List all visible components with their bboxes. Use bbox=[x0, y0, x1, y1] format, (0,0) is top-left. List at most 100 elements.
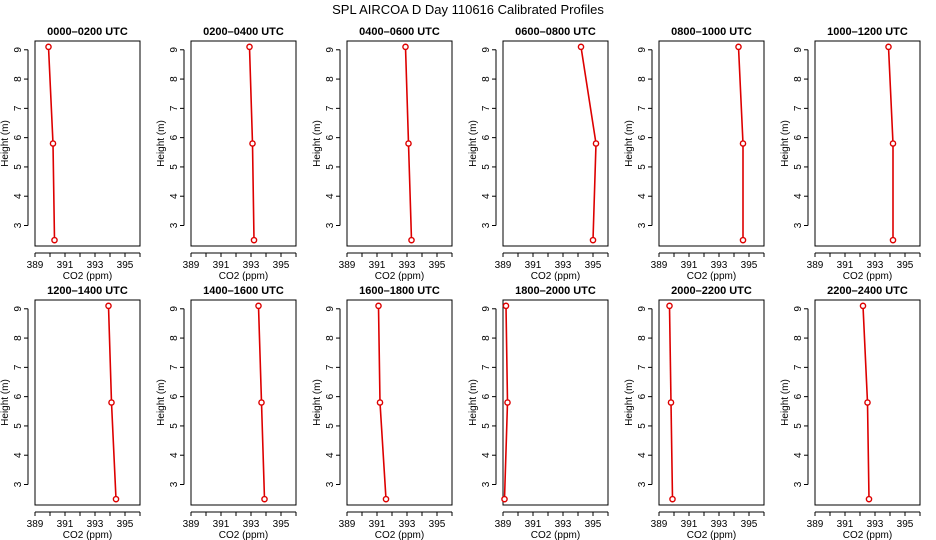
data-point bbox=[864, 399, 871, 406]
x-tick-label: 393 bbox=[87, 260, 104, 271]
panel-title: 1000–1200 UTC bbox=[827, 26, 908, 38]
y-tick-label: 5 bbox=[325, 423, 336, 429]
y-tick-label: 6 bbox=[793, 134, 804, 140]
x-tick-label: 395 bbox=[741, 519, 758, 530]
figure-title: SPL AIRCOA D Day 110616 Calibrated Profi… bbox=[332, 2, 604, 17]
y-tick-label: 5 bbox=[637, 423, 648, 429]
data-point bbox=[592, 140, 600, 147]
data-point bbox=[589, 236, 597, 244]
y-tick-label: 9 bbox=[481, 47, 492, 53]
y-tick-label: 3 bbox=[793, 222, 804, 228]
y-tick-label: 8 bbox=[325, 335, 336, 341]
x-axis-label: CO2 (ppm) bbox=[843, 271, 892, 282]
profile-panel: 0200–0400 UTC 389 391 393 395 CO2 (ppm) 3 4 5 6 7 8… bbox=[156, 26, 297, 282]
data-point bbox=[376, 399, 384, 406]
profile-panel: 0400–0600 UTC 389 391 393 395 CO2 (ppm) 3 4 5 6 7 8… bbox=[312, 26, 453, 282]
y-tick-label: 9 bbox=[793, 47, 804, 53]
data-point bbox=[889, 236, 897, 244]
x-axis-label: CO2 (ppm) bbox=[219, 271, 268, 282]
data-point bbox=[408, 236, 415, 244]
y-tick-label: 9 bbox=[481, 306, 492, 312]
x-axis-label: CO2 (ppm) bbox=[375, 271, 424, 282]
y-tick-label: 4 bbox=[13, 452, 24, 458]
y-axis-label: Height (m) bbox=[624, 120, 635, 167]
y-tick-label: 5 bbox=[169, 423, 180, 429]
x-tick-label: 389 bbox=[339, 519, 356, 530]
y-tick-label: 7 bbox=[325, 364, 336, 370]
y-tick-label: 9 bbox=[637, 306, 648, 312]
panel-title: 0000–0200 UTC bbox=[47, 26, 128, 38]
x-tick-label: 395 bbox=[897, 519, 914, 530]
y-tick-label: 6 bbox=[481, 134, 492, 140]
data-point bbox=[405, 140, 412, 147]
y-tick-label: 4 bbox=[637, 193, 648, 199]
y-tick-label: 9 bbox=[169, 47, 180, 53]
y-tick-label: 8 bbox=[13, 335, 24, 341]
x-tick-label: 393 bbox=[87, 519, 104, 530]
x-axis-label: CO2 (ppm) bbox=[219, 530, 268, 540]
data-point bbox=[402, 43, 409, 51]
plot-frame bbox=[814, 40, 921, 247]
data-point bbox=[865, 495, 873, 503]
data-point bbox=[501, 495, 508, 503]
y-tick-label: 4 bbox=[637, 452, 648, 458]
x-axis-label: CO2 (ppm) bbox=[63, 271, 112, 282]
x-tick-label: 395 bbox=[273, 260, 290, 271]
y-tick-label: 9 bbox=[13, 306, 24, 312]
y-tick-label: 8 bbox=[169, 76, 180, 82]
x-tick-label: 391 bbox=[525, 260, 542, 271]
x-tick-label: 393 bbox=[711, 260, 728, 271]
y-tick-label: 3 bbox=[793, 481, 804, 487]
y-tick-label: 7 bbox=[793, 105, 804, 111]
y-tick-label: 5 bbox=[637, 164, 648, 170]
x-tick-label: 391 bbox=[681, 519, 698, 530]
data-point bbox=[504, 399, 511, 406]
y-tick-label: 8 bbox=[481, 335, 492, 341]
profile-panel: 1200–1400 UTC 389 391 393 395 CO2 (ppm) 3 4 5 6 7 8… bbox=[0, 285, 141, 540]
y-tick-label: 3 bbox=[169, 222, 180, 228]
plot-frame bbox=[34, 40, 141, 247]
y-tick-label: 5 bbox=[793, 164, 804, 170]
y-tick-label: 6 bbox=[481, 393, 492, 399]
profile-panel: 1600–1800 UTC 389 391 393 395 CO2 (ppm) 3 4 5 6 7 8… bbox=[312, 285, 453, 540]
panel-title: 1600–1800 UTC bbox=[359, 285, 440, 297]
x-tick-label: 389 bbox=[495, 260, 512, 271]
plot-frame bbox=[502, 299, 609, 506]
data-point bbox=[51, 236, 58, 244]
data-point bbox=[112, 495, 120, 503]
x-axis-label: CO2 (ppm) bbox=[687, 271, 736, 282]
y-tick-label: 9 bbox=[169, 306, 180, 312]
y-tick-label: 7 bbox=[169, 105, 180, 111]
data-point bbox=[889, 140, 897, 147]
x-tick-label: 391 bbox=[681, 260, 698, 271]
panel-title: 0200–0400 UTC bbox=[203, 26, 284, 38]
y-tick-label: 9 bbox=[793, 306, 804, 312]
data-point bbox=[735, 43, 742, 51]
profile-panel: 2000–2200 UTC 389 391 393 395 CO2 (ppm) 3 4 5 6 7 8… bbox=[624, 285, 765, 540]
y-tick-label: 6 bbox=[13, 134, 24, 140]
x-tick-label: 391 bbox=[369, 519, 386, 530]
data-point bbox=[250, 236, 258, 244]
plot-frame bbox=[658, 40, 765, 247]
x-tick-label: 393 bbox=[711, 519, 728, 530]
data-point bbox=[739, 236, 747, 244]
x-tick-label: 391 bbox=[213, 260, 230, 271]
y-tick-label: 9 bbox=[637, 47, 648, 53]
x-axis-label: CO2 (ppm) bbox=[531, 530, 580, 540]
y-tick-label: 4 bbox=[481, 452, 492, 458]
y-axis-label: Height (m) bbox=[156, 120, 167, 167]
y-tick-label: 6 bbox=[325, 134, 336, 140]
data-point bbox=[885, 43, 892, 51]
y-tick-label: 7 bbox=[637, 105, 648, 111]
x-tick-label: 389 bbox=[183, 519, 200, 530]
x-axis-label: CO2 (ppm) bbox=[531, 271, 580, 282]
x-tick-label: 395 bbox=[585, 519, 602, 530]
x-tick-label: 389 bbox=[651, 260, 668, 271]
y-tick-label: 7 bbox=[13, 364, 24, 370]
panel-title: 0400–0600 UTC bbox=[359, 26, 440, 38]
y-tick-label: 4 bbox=[481, 193, 492, 199]
x-tick-label: 395 bbox=[897, 260, 914, 271]
y-tick-label: 9 bbox=[13, 47, 24, 53]
y-axis-label: Height (m) bbox=[624, 379, 635, 426]
